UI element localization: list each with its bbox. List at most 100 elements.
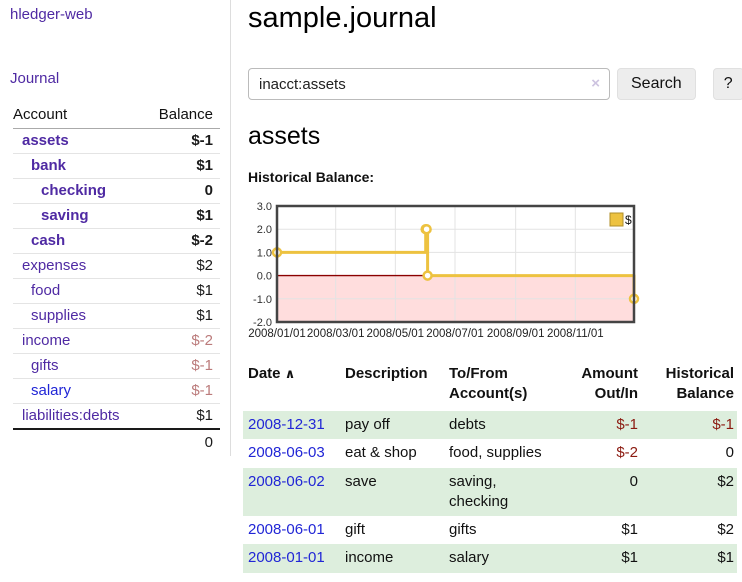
account-balance: $1 — [144, 153, 220, 179]
transaction-balance: $2 — [717, 521, 734, 538]
account-balance: $-1 — [144, 353, 220, 379]
transaction-balance: $1 — [717, 549, 734, 567]
account-balance: $-1 — [144, 378, 220, 404]
account-row: expenses $2 — [13, 253, 220, 279]
svg-text:2008/05/01: 2008/05/01 — [367, 328, 425, 340]
svg-text:2.0: 2.0 — [257, 224, 272, 236]
account-link-bank[interactable]: bank — [31, 157, 67, 174]
accounts-header-account: Account — [13, 103, 145, 129]
register-row: 2008-01-01 income salary $1 $1 — [243, 544, 737, 573]
register-header-date[interactable]: Date ∧ — [248, 365, 296, 382]
account-link-cash[interactable]: cash — [31, 232, 66, 249]
transaction-amount: $1 — [621, 549, 638, 567]
register-row: 2008-12-31 pay off debts $-1 $-1 — [243, 411, 737, 440]
account-link-liabilities:debts[interactable]: liabilities:debts — [22, 407, 120, 424]
account-row: liabilities:debts $1 — [13, 403, 220, 430]
account-row: gifts $-1 — [13, 353, 220, 379]
account-row: supplies $1 — [13, 303, 220, 329]
transaction-amount: 0 — [629, 472, 638, 490]
accounts-total-row: 0 — [13, 428, 220, 455]
account-link-supplies[interactable]: supplies — [31, 307, 87, 324]
register-row: 2008-06-03 eat & shop food, supplies $-2 0 — [243, 439, 737, 467]
transaction-amount: $-1 — [616, 416, 638, 433]
search-input[interactable] — [248, 68, 610, 100]
accounts-total: 0 — [144, 428, 220, 455]
register-header-amount: Amount Out/In — [581, 365, 638, 402]
svg-text:2008/01/01: 2008/01/01 — [248, 328, 306, 340]
register-header-balance: Historical Balance — [665, 365, 734, 402]
svg-text:1.0: 1.0 — [257, 247, 272, 259]
svg-text:2008/03/01: 2008/03/01 — [307, 328, 365, 340]
transaction-date-link[interactable]: 2008-01-01 — [248, 549, 325, 567]
app-title-link[interactable]: hledger-web — [10, 6, 93, 23]
account-balance: 0 — [144, 178, 220, 204]
transaction-date-link[interactable]: 2008-06-03 — [248, 444, 325, 462]
account-link-food[interactable]: food — [31, 282, 61, 299]
transaction-description: pay off — [345, 416, 390, 433]
transaction-balance: 0 — [725, 444, 734, 462]
svg-text:2008/09/01: 2008/09/01 — [487, 328, 545, 340]
chart-title: Historical Balance: — [248, 169, 375, 185]
sidebar: hledger-web Journal Account Balance asse… — [0, 0, 231, 456]
sort-asc-icon: ∧ — [284, 366, 296, 381]
svg-text:0.0: 0.0 — [257, 271, 272, 283]
transaction-accounts: salary — [449, 549, 490, 567]
transaction-accounts: debts — [449, 416, 486, 433]
svg-text:-1.0: -1.0 — [253, 294, 272, 306]
account-balance: $-1 — [144, 128, 220, 154]
svg-text:2008/11/01: 2008/11/01 — [547, 328, 604, 340]
sidebar-item-journal[interactable]: Journal — [10, 70, 60, 87]
account-row: bank $1 — [13, 153, 220, 179]
svg-text:3.0: 3.0 — [257, 201, 272, 213]
register-header-accounts: To/From Account(s) — [449, 365, 528, 402]
transaction-amount: $-2 — [616, 444, 638, 462]
register-row: 2008-06-01 gift gifts $1 $2 — [243, 516, 737, 544]
transaction-balance: $2 — [717, 472, 734, 490]
transaction-description: save — [345, 472, 377, 490]
register-table: Date ∧ Description To/From Account(s) Am… — [243, 362, 737, 573]
register-header-description: Description — [345, 365, 428, 382]
transaction-date-link[interactable]: 2008-12-31 — [248, 416, 325, 433]
transaction-accounts: saving, checking — [449, 472, 509, 510]
account-link-checking[interactable]: checking — [41, 182, 107, 199]
account-balance: $1 — [144, 278, 220, 304]
account-link-expenses[interactable]: expenses — [22, 257, 87, 274]
main-content: sample.journal × Search ? assets Histori… — [232, 0, 742, 582]
search-button[interactable]: Search — [617, 68, 696, 100]
account-row: income $-2 — [13, 328, 220, 354]
account-heading: assets — [248, 122, 321, 150]
clear-search-icon[interactable]: × — [591, 75, 600, 92]
account-link-gifts[interactable]: gifts — [31, 357, 59, 374]
account-row: assets $-1 — [13, 128, 220, 154]
transaction-description: gift — [345, 521, 366, 538]
transaction-description: income — [345, 549, 394, 567]
account-row: saving $1 — [13, 203, 220, 229]
accounts-table: Account Balance assets $-1 bank $1 checking 0… — [13, 103, 220, 455]
legend-label: $ — [625, 213, 632, 227]
account-balance: $2 — [144, 253, 220, 279]
register-row: 2008-06-02 save saving, checking 0 $2 — [243, 467, 737, 516]
account-balance: $-2 — [144, 328, 220, 354]
help-button[interactable]: ? — [712, 68, 742, 100]
account-link-saving[interactable]: saving — [41, 207, 89, 224]
transaction-description: eat & shop — [345, 444, 417, 462]
account-balance: $-2 — [144, 228, 220, 254]
legend-swatch — [609, 212, 624, 227]
account-link-income[interactable]: income — [22, 332, 71, 349]
account-link-assets[interactable]: assets — [22, 132, 69, 149]
transaction-date-link[interactable]: 2008-06-01 — [248, 521, 325, 538]
accounts-header-balance: Balance — [144, 103, 220, 129]
search-form: × Search ? — [248, 68, 742, 100]
svg-text:-2.0: -2.0 — [253, 317, 272, 329]
account-row: salary $-1 — [13, 378, 220, 404]
account-balance: $1 — [144, 403, 220, 430]
account-row: cash $-2 — [13, 228, 220, 254]
account-balance: $1 — [144, 303, 220, 329]
account-link-salary[interactable]: salary — [31, 382, 72, 399]
page-title: sample.journal — [248, 2, 437, 34]
transaction-date-link[interactable]: 2008-06-02 — [248, 472, 325, 490]
svg-text:2008/07/01: 2008/07/01 — [426, 328, 484, 340]
transaction-balance: $-1 — [712, 416, 734, 433]
